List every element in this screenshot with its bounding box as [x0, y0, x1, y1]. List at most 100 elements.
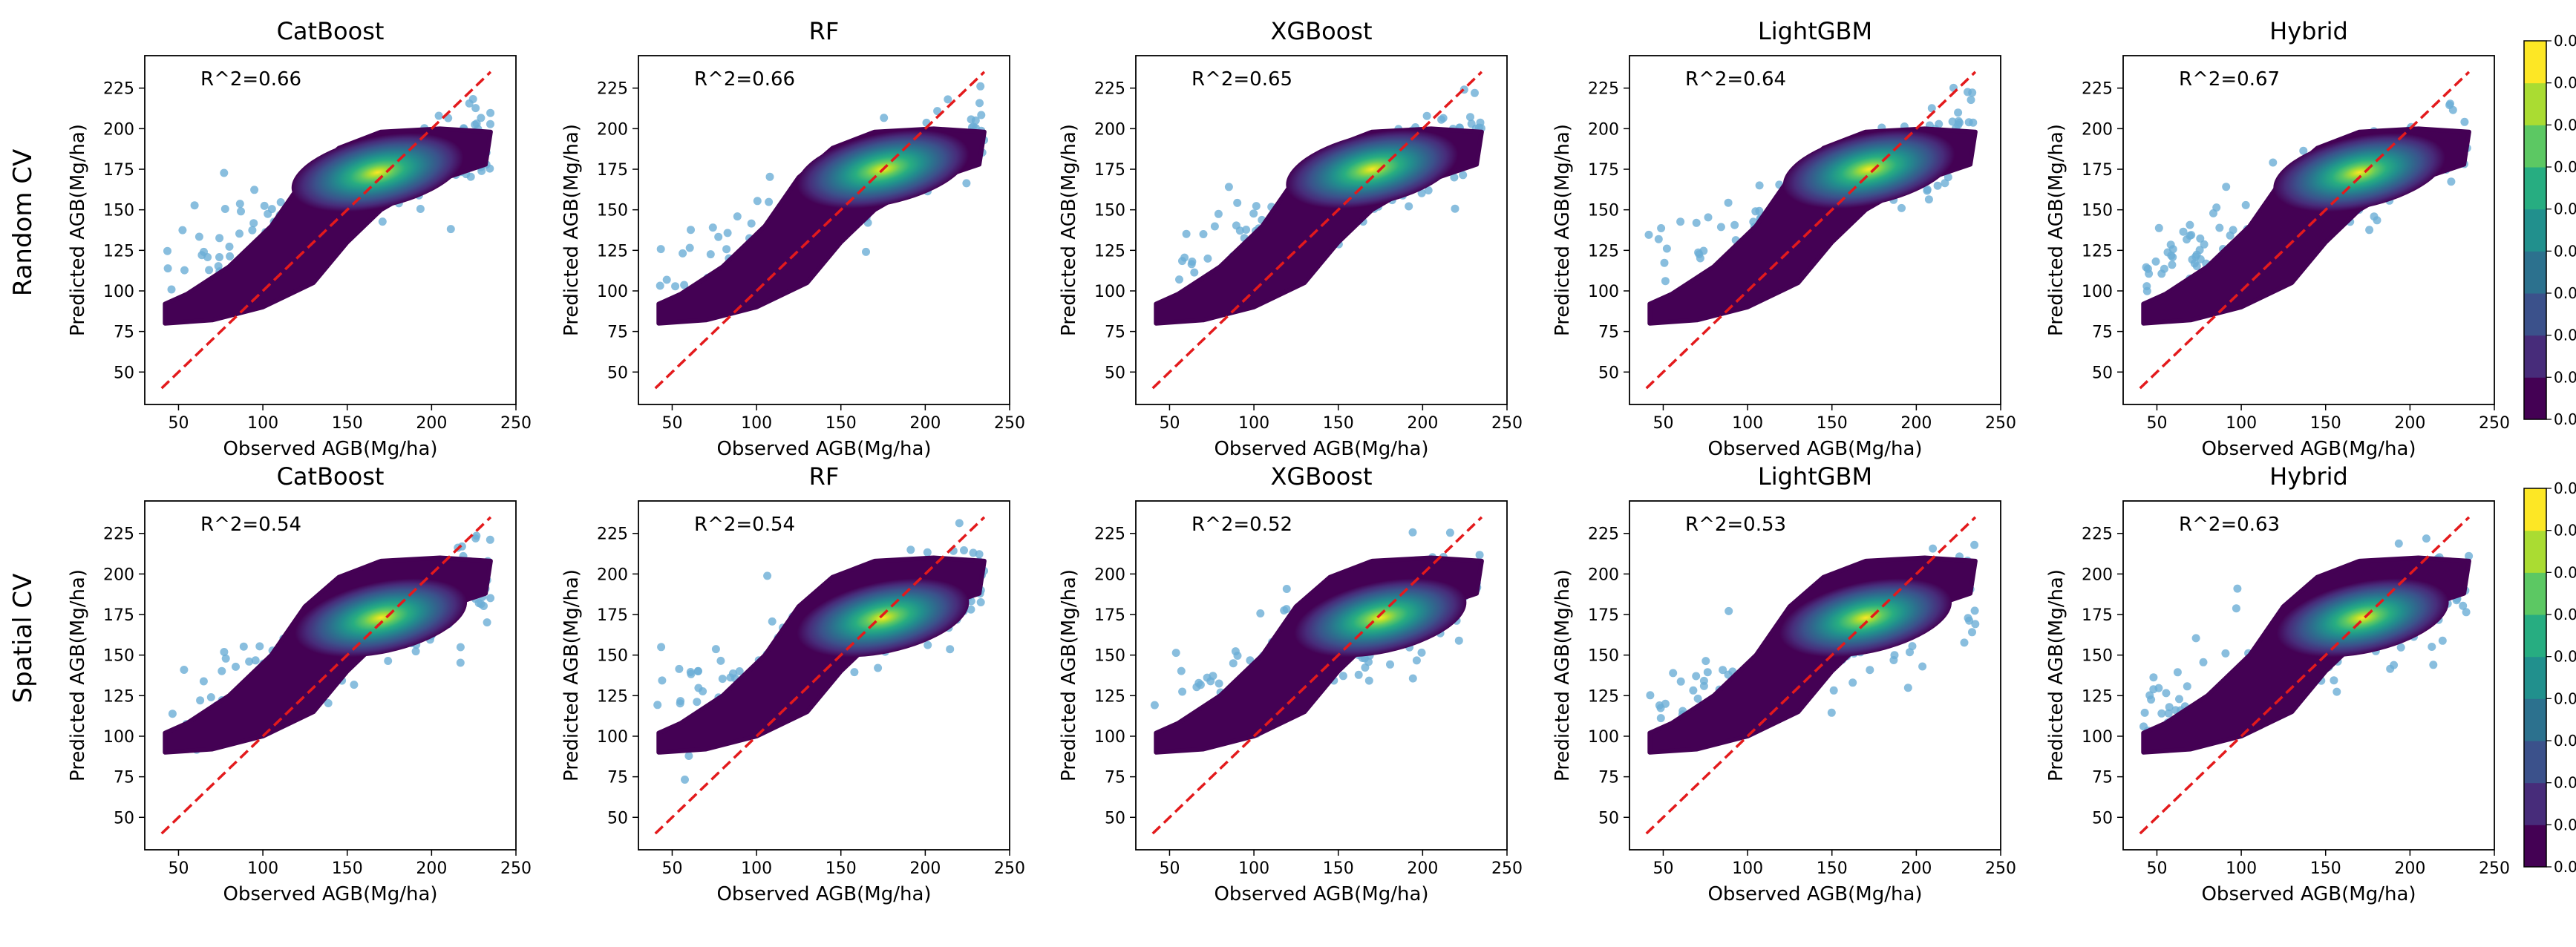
density-core — [2273, 133, 2446, 212]
axes-frame — [638, 55, 1010, 405]
scatter-point — [1454, 636, 1463, 645]
density-core — [291, 133, 464, 212]
scatter-point — [2200, 240, 2209, 249]
axes-frame — [2122, 55, 2495, 405]
x-tick-label: 100 — [1238, 859, 1269, 878]
panel-title: Hybrid — [2269, 17, 2348, 45]
y-tick-label: 200 — [103, 566, 134, 584]
scatter-point — [1190, 268, 1199, 277]
scatter-point — [923, 548, 932, 557]
scatter-point — [163, 246, 171, 255]
scatter-point — [1657, 224, 1666, 232]
scatter-point — [1970, 606, 1979, 615]
panel-title: Hybrid — [2269, 462, 2348, 491]
y-tick-label: 75 — [607, 324, 628, 342]
scatter-point — [967, 605, 975, 614]
scatter-point — [486, 119, 494, 128]
scatter-point — [468, 95, 477, 103]
scatter-point — [472, 531, 481, 540]
scatter-point — [763, 571, 772, 580]
y-tick-label: 125 — [103, 242, 134, 260]
y-tick-label: 225 — [597, 525, 628, 544]
r2-annotation: R^2=0.66 — [200, 68, 301, 91]
x-tick-label: 50 — [661, 414, 682, 433]
scatter-point — [2438, 636, 2447, 645]
scatter-point — [706, 250, 715, 259]
y-tick-label: 200 — [1094, 120, 1125, 139]
scatter-point — [1256, 609, 1265, 617]
scatter-point — [2195, 246, 2204, 255]
x-tick-label: 100 — [247, 414, 278, 433]
scatter-point — [194, 232, 203, 241]
x-tick-label: 250 — [2479, 414, 2510, 433]
scatter-point — [1751, 207, 1760, 216]
y-tick-label: 225 — [2082, 80, 2113, 99]
colorbar-segment — [2524, 377, 2546, 420]
scatter-point — [249, 219, 258, 228]
y-tick-label: 125 — [597, 242, 628, 260]
x-axis-label: Observed AGB(Mg/ha) — [716, 438, 931, 460]
colorbar-tick-label: 0.0002788 — [2554, 648, 2576, 666]
y-tick-label: 225 — [1588, 80, 1619, 99]
scatter-point — [975, 550, 984, 559]
r2-annotation: R^2=0.52 — [1191, 514, 1292, 536]
y-tick-label: 100 — [2082, 283, 2113, 301]
scatter-point — [1676, 217, 1685, 226]
r2-annotation: R^2=0.63 — [2179, 514, 2280, 536]
scatter-point — [850, 668, 859, 677]
scatter-point — [753, 197, 762, 206]
x-tick-label: 50 — [1159, 859, 1180, 878]
scatter-point — [239, 642, 248, 651]
scatter-point — [2333, 687, 2341, 696]
colorbar-tick-label: 0.0002760 — [2554, 200, 2576, 218]
y-tick-label: 200 — [1094, 566, 1125, 584]
scatter-point — [1233, 198, 1242, 207]
y-tick-label: 50 — [114, 364, 134, 382]
x-tick-label: 250 — [1985, 414, 2016, 433]
scatter-point — [1229, 659, 1238, 668]
colorbar-tick-label: 0.0000242 — [2554, 858, 2576, 876]
colorbar-segment — [2524, 530, 2546, 573]
scatter-point — [2165, 703, 2174, 712]
y-tick-label: 175 — [2082, 161, 2113, 180]
scatter-point — [2365, 226, 2374, 235]
scatter-point — [1210, 222, 1219, 231]
scatter-point — [1971, 620, 1980, 629]
y-tick-label: 200 — [2082, 566, 2113, 584]
scatter-point — [671, 282, 680, 291]
scatter-point — [446, 225, 455, 234]
scatter-point — [1196, 681, 1205, 689]
x-tick-label: 250 — [994, 859, 1025, 878]
colorbar-segment — [2524, 82, 2546, 125]
y-tick-label: 50 — [2092, 809, 2113, 828]
scatter-point — [2422, 534, 2430, 543]
panel-title: XGBoost — [1270, 17, 1372, 45]
axes-frame — [1135, 55, 1508, 405]
y-tick-label: 150 — [1588, 647, 1619, 666]
scatter-point — [1451, 204, 1459, 213]
scatter-point — [2157, 269, 2166, 278]
panel-title: LightGBM — [1758, 462, 1872, 491]
colorbar-segment — [2524, 293, 2546, 336]
scatter-point — [276, 198, 285, 206]
scatter-point — [1829, 686, 1838, 695]
x-tick-label: 200 — [909, 859, 941, 878]
colorbar-tick-label: 0.0000468 — [2554, 368, 2576, 386]
x-axis-label: Observed AGB(Mg/ha) — [1214, 438, 1428, 460]
scatter-point — [250, 186, 259, 194]
y-axis-label: Predicted AGB(Mg/ha) — [1058, 569, 1080, 781]
scatter-point — [1699, 681, 1708, 690]
y-tick-label: 200 — [2082, 120, 2113, 139]
scatter-point — [1445, 528, 1454, 537]
colorbar-segment — [2524, 741, 2546, 784]
x-tick-label: 250 — [1491, 859, 1523, 878]
scatter-point — [2233, 584, 2242, 593]
scatter-point — [2162, 689, 2171, 698]
x-tick-label: 100 — [247, 859, 278, 878]
axes-frame — [1629, 500, 2001, 851]
scatter-point — [205, 266, 214, 275]
scatter-point — [1150, 701, 1159, 710]
y-tick-label: 75 — [114, 324, 134, 342]
colorbar-segment — [2524, 125, 2546, 168]
scatter-point — [2186, 220, 2194, 229]
